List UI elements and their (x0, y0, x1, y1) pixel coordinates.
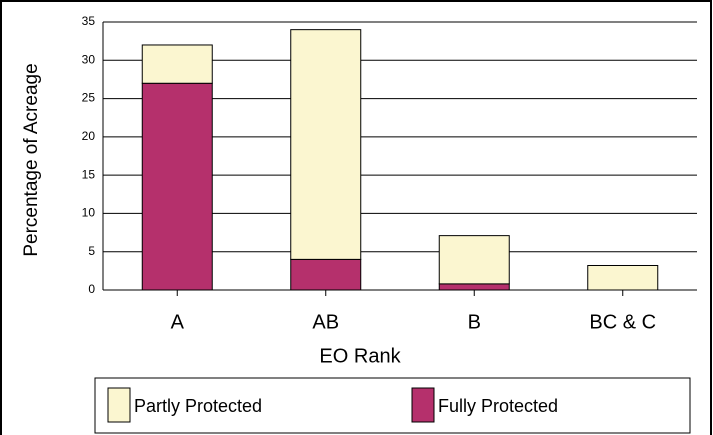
legend-swatch (107, 387, 131, 423)
bar-segment (587, 264, 659, 291)
bar-segment (290, 29, 362, 260)
legend-box (94, 377, 691, 434)
y-tick-label: 15 (82, 167, 96, 181)
x-tick-label: A (171, 311, 185, 333)
x-tick-label: B (468, 311, 481, 333)
y-tick-label: 5 (88, 244, 95, 258)
y-tick-label: 30 (82, 52, 96, 66)
legend-label: Fully Protected (438, 396, 558, 416)
legend-label: Partly Protected (134, 396, 262, 416)
bar-segment (438, 235, 510, 285)
y-tick-label: 10 (82, 206, 96, 220)
y-axis-label: Percentage of Acreage (21, 63, 42, 256)
x-axis-label: EO Rank (319, 345, 401, 367)
x-tick-label: BC & C (589, 311, 656, 333)
bar-segment (141, 82, 213, 291)
y-tick-label: 20 (82, 129, 96, 143)
legend-swatch (411, 387, 435, 423)
y-tick-label: 0 (88, 282, 95, 296)
bar-segment (141, 44, 213, 84)
bar-segment (438, 283, 510, 291)
y-tick-label: 25 (82, 91, 96, 105)
bar-segment (290, 258, 362, 291)
x-tick-label: AB (312, 311, 339, 333)
y-tick-label: 35 (82, 14, 96, 28)
